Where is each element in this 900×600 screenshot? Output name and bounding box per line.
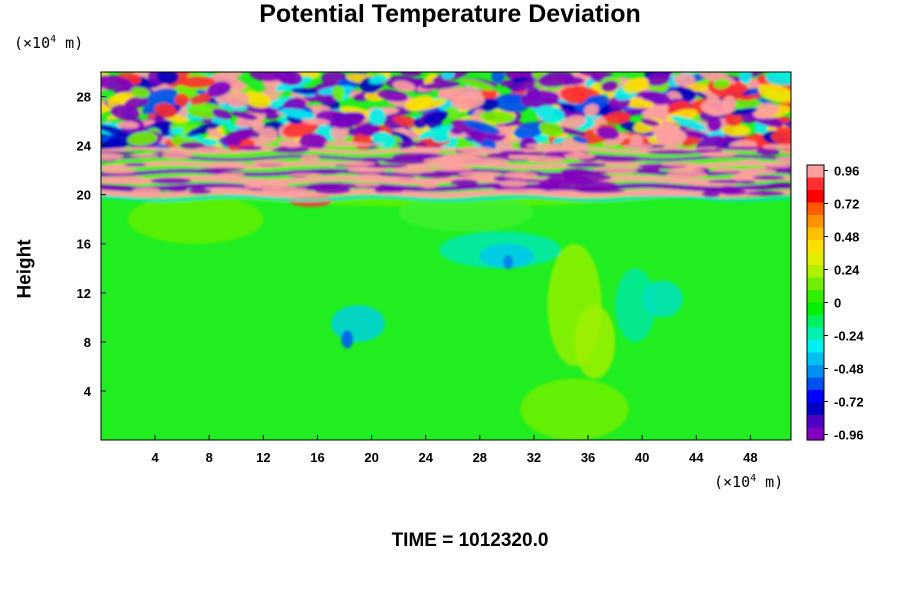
colorbar-label: -0.48	[834, 362, 864, 377]
x-tick-label: 32	[527, 450, 541, 465]
colorbar-swatch	[807, 252, 824, 266]
x-tick-label: 40	[635, 450, 649, 465]
x-tick-label: 28	[473, 450, 487, 465]
colorbar-swatch	[807, 365, 824, 379]
y-tick-label: 12	[77, 286, 91, 301]
colorbar-swatch	[807, 290, 824, 304]
y-tick-label: 16	[77, 237, 91, 252]
colorbar-swatch	[807, 427, 824, 441]
x-tick-label: 12	[256, 450, 270, 465]
y-tick-label: 20	[77, 188, 91, 203]
y-axis: 4 8 12 16 20 24 28	[77, 90, 106, 399]
colorbar-swatch	[807, 415, 824, 429]
colorbar-swatch	[807, 202, 824, 216]
time-label: TIME = 1012320.0	[391, 530, 549, 551]
x-tick-label: 4	[152, 450, 160, 465]
colorbar-label: 0.96	[834, 164, 859, 179]
colorbar-swatch	[807, 277, 824, 291]
colorbar-label: 0.72	[834, 197, 859, 212]
colorbar-swatch	[807, 240, 824, 254]
x-axis: 4 8 12 16 20 24 28 32 36 40 44 48	[152, 435, 758, 465]
colorbar-swatch	[807, 327, 824, 341]
colorbar-swatch	[807, 340, 824, 354]
x-tick-label: 48	[743, 450, 757, 465]
colorbar-swatch	[807, 352, 824, 366]
chart-title: Potential Temperature Deviation	[259, 0, 641, 28]
y-tick-label: 4	[84, 384, 92, 399]
x-tick-label: 44	[689, 450, 704, 465]
y-tick-label: 28	[77, 90, 91, 105]
x-tick-label: 24	[418, 450, 433, 465]
colorbar-swatch	[807, 215, 824, 229]
x-tick-label: 36	[581, 450, 595, 465]
colorbar-swatch	[807, 227, 824, 241]
y-tick-label: 8	[84, 335, 91, 350]
colorbar-label: 0	[834, 296, 841, 311]
x-axis-unit: (×104 m)	[714, 473, 784, 491]
colorbar-swatch	[807, 402, 824, 416]
y-axis-unit: (×104 m)	[14, 34, 84, 52]
plot-frame	[100, 71, 792, 441]
x-tick-label: 20	[364, 450, 378, 465]
colorbar-label: -0.96	[834, 428, 864, 443]
colorbar-label: -0.72	[834, 395, 864, 410]
x-tick-label: 16	[310, 450, 324, 465]
colorbar-label: 0.48	[834, 230, 859, 245]
colorbar-swatch	[807, 315, 824, 329]
colorbar-swatch	[807, 190, 824, 204]
colorbar-swatch	[807, 302, 824, 316]
colorbar-swatch	[807, 390, 824, 404]
plot-area	[100, 71, 792, 441]
colorbar-swatch	[807, 265, 824, 279]
colorbar-swatch	[807, 177, 824, 191]
colorbar-label: 0.24	[834, 263, 860, 278]
y-tick-label: 24	[77, 139, 92, 154]
x-tick-label: 8	[206, 450, 213, 465]
colorbar-swatch	[807, 165, 824, 179]
heatmap-field	[101, 72, 791, 440]
colorbar: 0.96 0.72 0.48 0.24 0 -0.24 -0.48 -0.72 -0.96	[806, 164, 864, 443]
colorbar-label: -0.24	[834, 329, 864, 344]
colorbar-swatch	[807, 377, 824, 391]
